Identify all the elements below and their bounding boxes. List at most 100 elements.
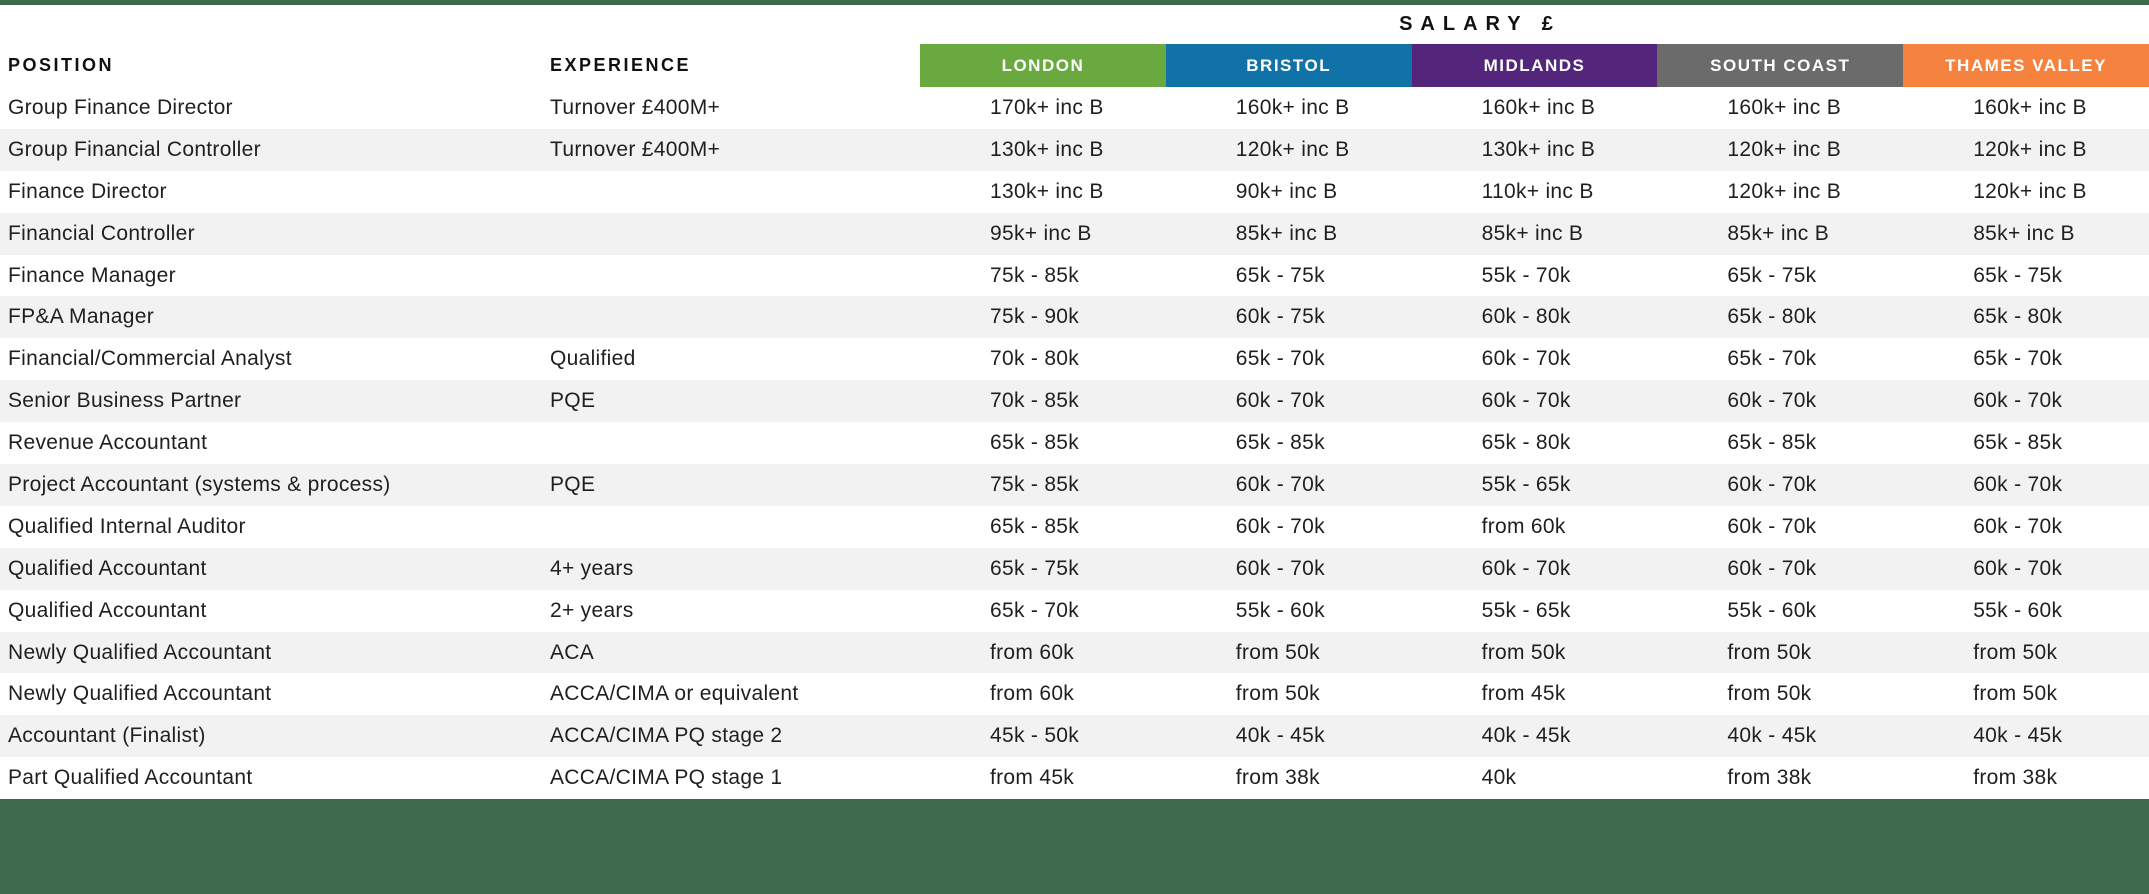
- table-row: Qualified Accountant 2+ years 65k - 70k …: [0, 589, 2149, 632]
- salary-cell-midlands: from 50k: [1481, 640, 1566, 664]
- salary-cell-midlands: 55k - 70k: [1481, 263, 1571, 287]
- position-cell: Part Qualified Accountant: [8, 766, 253, 790]
- position-cell: Qualified Internal Auditor: [8, 514, 246, 538]
- salary-cell-thames-valley: from 50k: [1973, 640, 2058, 664]
- salary-cell-bristol: 65k - 85k: [1235, 431, 1325, 455]
- position-cell: Group Financial Controller: [8, 137, 261, 161]
- column-header-thames-valley: THAMES VALLEY: [1903, 44, 2149, 87]
- table-row: Project Accountant (systems & process) P…: [0, 464, 2149, 506]
- salary-cell-bristol: 85k+ inc B: [1235, 221, 1338, 245]
- table-row: Accountant (Finalist) ACCA/CIMA PQ stage…: [0, 715, 2149, 758]
- salary-currency-heading: SALARY £: [1399, 13, 1561, 35]
- salary-cell-midlands: 60k - 80k: [1481, 305, 1571, 329]
- salary-cell-thames-valley: 60k - 70k: [1973, 472, 2063, 496]
- salary-cell-thames-valley: 85k+ inc B: [1973, 221, 2075, 245]
- salary-cell-london: 95k+ inc B: [990, 221, 1092, 245]
- table-row: Group Financial Controller Turnover £400…: [0, 128, 2149, 171]
- column-header-midlands: MIDLANDS: [1411, 44, 1658, 87]
- salary-cell-london: 75k - 90k: [990, 305, 1080, 329]
- salary-cell-south-coast: 65k - 80k: [1727, 305, 1817, 329]
- salary-cell-thames-valley: 65k - 70k: [1973, 347, 2063, 371]
- experience-cell: PQE: [550, 472, 596, 496]
- salary-cell-bristol: 65k - 70k: [1235, 347, 1325, 371]
- salary-cell-thames-valley: 60k - 70k: [1973, 556, 2063, 580]
- position-cell: Newly Qualified Accountant: [8, 640, 272, 664]
- salary-cell-south-coast: from 38k: [1727, 766, 1812, 790]
- table-row: Senior Business Partner PQE 70k - 85k 60…: [0, 380, 2149, 423]
- table-row: Finance Manager 75k - 85k 65k - 75k 55k …: [0, 254, 2149, 297]
- salary-cell-bristol: 90k+ inc B: [1235, 179, 1338, 203]
- salary-cell-thames-valley: 120k+ inc B: [1973, 137, 2087, 161]
- salary-cell-thames-valley: 55k - 60k: [1973, 598, 2063, 622]
- salary-cell-london: 70k - 80k: [990, 347, 1080, 371]
- salary-cell-south-coast: 160k+ inc B: [1727, 95, 1842, 119]
- salary-cell-midlands: 85k+ inc B: [1481, 221, 1584, 245]
- salary-cell-south-coast: from 50k: [1727, 682, 1812, 706]
- salary-cell-south-coast: 60k - 70k: [1727, 556, 1817, 580]
- salary-cell-bristol: 60k - 70k: [1235, 389, 1325, 413]
- table-row: Newly Qualified Accountant ACCA/CIMA or …: [0, 673, 2149, 716]
- salary-cell-south-coast: 65k - 85k: [1727, 431, 1817, 455]
- position-cell: Financial Controller: [8, 221, 195, 245]
- experience-cell: Turnover £400M+: [550, 137, 721, 161]
- salary-cell-midlands: 160k+ inc B: [1481, 95, 1596, 119]
- salary-cell-london: from 60k: [990, 640, 1075, 664]
- experience-cell: Turnover £400M+: [550, 95, 721, 119]
- experience-cell: ACCA/CIMA PQ stage 1: [550, 766, 783, 790]
- salary-cell-bristol: from 50k: [1235, 640, 1320, 664]
- salary-cell-london: 75k - 85k: [990, 263, 1080, 287]
- column-header-experience: EXPERIENCE: [550, 55, 692, 75]
- table-header-top: SALARY £: [0, 5, 2149, 44]
- salary-cell-midlands: 55k - 65k: [1481, 598, 1571, 622]
- salary-cell-london: 130k+ inc B: [990, 179, 1104, 203]
- table-row: Financial Controller 95k+ inc B 85k+ inc…: [0, 212, 2149, 255]
- salary-cell-south-coast: 40k - 45k: [1727, 724, 1817, 748]
- position-cell: Accountant (Finalist): [8, 724, 206, 748]
- table-row: Qualified Accountant 4+ years 65k - 75k …: [0, 547, 2149, 590]
- salary-cell-london: 45k - 50k: [990, 724, 1080, 748]
- position-cell: Qualified Accountant: [8, 556, 207, 580]
- salary-cell-london: 65k - 70k: [990, 598, 1080, 622]
- salary-cell-bristol: 55k - 60k: [1235, 598, 1325, 622]
- salary-cell-south-coast: 60k - 70k: [1727, 514, 1817, 538]
- salary-cell-midlands: 60k - 70k: [1481, 347, 1571, 371]
- salary-cell-south-coast: 120k+ inc B: [1727, 137, 1842, 161]
- table-header-row: POSITION EXPERIENCE LONDON BRISTOL MIDLA…: [0, 44, 2149, 87]
- salary-cell-bristol: 60k - 70k: [1235, 514, 1325, 538]
- table-row: Finance Director 130k+ inc B 90k+ inc B …: [0, 170, 2149, 213]
- experience-cell: ACCA/CIMA PQ stage 2: [550, 724, 783, 748]
- salary-cell-thames-valley: from 38k: [1973, 766, 2058, 790]
- column-header-position: POSITION: [8, 55, 115, 75]
- salary-cell-thames-valley: 60k - 70k: [1973, 389, 2063, 413]
- footer-band: [0, 799, 2149, 894]
- salary-cell-thames-valley: 65k - 75k: [1973, 263, 2063, 287]
- salary-cell-midlands: 55k - 65k: [1481, 472, 1571, 496]
- column-header-london: LONDON: [920, 44, 1166, 87]
- salary-cell-south-coast: 60k - 70k: [1727, 389, 1817, 413]
- salary-cell-midlands: 40k - 45k: [1481, 724, 1571, 748]
- salary-cell-bristol: 40k - 45k: [1235, 724, 1325, 748]
- salary-cell-london: 75k - 85k: [990, 472, 1080, 496]
- top-divider: [0, 0, 2149, 5]
- salary-cell-bristol: from 38k: [1235, 766, 1320, 790]
- salary-cell-london: from 60k: [990, 682, 1075, 706]
- experience-cell: Qualified: [550, 347, 636, 371]
- salary-cell-london: from 45k: [990, 766, 1075, 790]
- salary-cell-london: 65k - 75k: [990, 556, 1080, 580]
- salary-cell-south-coast: 85k+ inc B: [1727, 221, 1830, 245]
- table-row: FP&A Manager 75k - 90k 60k - 75k 60k - 8…: [0, 296, 2149, 339]
- salary-cell-midlands: 60k - 70k: [1481, 389, 1571, 413]
- salary-cell-thames-valley: 40k - 45k: [1973, 724, 2063, 748]
- salary-cell-thames-valley: 60k - 70k: [1973, 514, 2063, 538]
- salary-cell-london: 65k - 85k: [990, 431, 1080, 455]
- table-row: Revenue Accountant 65k - 85k 65k - 85k 6…: [0, 422, 2149, 465]
- salary-cell-thames-valley: 160k+ inc B: [1973, 95, 2087, 119]
- salary-cell-south-coast: 65k - 70k: [1727, 347, 1817, 371]
- experience-cell: ACA: [550, 640, 595, 664]
- salary-table-body: Group Finance Director Turnover £400M+ 1…: [0, 87, 2149, 800]
- table-row: Part Qualified Accountant ACCA/CIMA PQ s…: [0, 757, 2149, 800]
- salary-cell-thames-valley: 120k+ inc B: [1973, 179, 2087, 203]
- salary-cell-south-coast: 120k+ inc B: [1727, 179, 1842, 203]
- salary-cell-midlands: 130k+ inc B: [1481, 137, 1596, 161]
- table-row: Financial/Commercial Analyst Qualified 7…: [0, 338, 2149, 381]
